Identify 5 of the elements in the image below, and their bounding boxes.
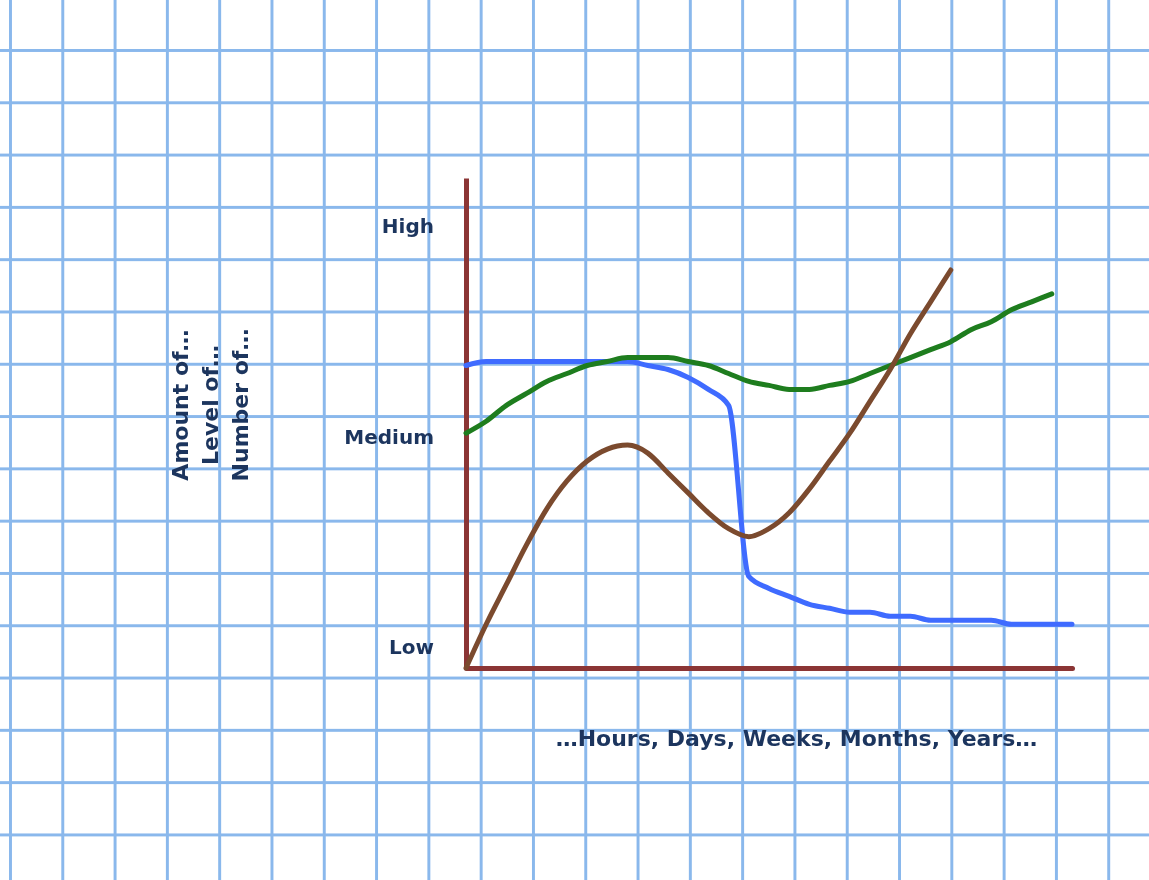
text: Medium: [344, 424, 434, 449]
text: High: [381, 214, 434, 238]
text: Amount of… Level of… Number of…: [168, 328, 253, 482]
x-axis-title: …Hours, Days, Weeks, Months, Years…: [555, 725, 1038, 751]
text: Low: [389, 635, 434, 659]
